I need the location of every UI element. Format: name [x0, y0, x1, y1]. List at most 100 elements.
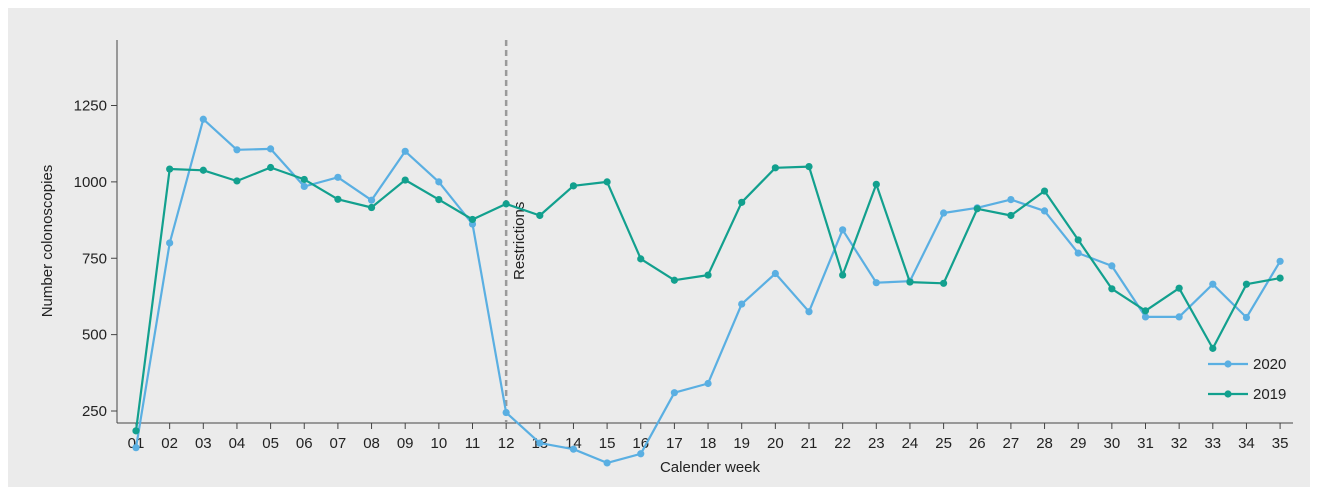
legend-swatch-point — [1224, 390, 1232, 398]
x-tick-label: 17 — [666, 435, 683, 452]
data-point-2020 — [401, 147, 409, 155]
data-point-2019 — [1242, 280, 1251, 288]
x-tick-label: 06 — [296, 435, 313, 452]
x-axis: 0102030405060708091011121314151617181920… — [117, 422, 1293, 452]
series-2019 — [132, 163, 1284, 435]
data-point-2020 — [435, 178, 443, 186]
data-point-2019 — [166, 165, 174, 173]
x-tick-label: 03 — [195, 435, 212, 452]
data-point-2019 — [132, 427, 140, 435]
data-point-2020 — [536, 439, 544, 447]
data-point-2020 — [1074, 249, 1082, 257]
data-point-2020 — [805, 308, 813, 316]
restrictions-label: Restrictions — [511, 202, 528, 280]
data-point-2019 — [603, 178, 611, 186]
data-point-2019 — [973, 205, 981, 213]
data-point-2019 — [805, 163, 813, 171]
legend-swatch-point — [1224, 360, 1232, 368]
data-point-2019 — [435, 195, 443, 204]
x-tick-label: 02 — [161, 435, 178, 452]
data-point-2019 — [367, 203, 376, 212]
x-tick-label: 11 — [465, 435, 481, 452]
data-point-2020 — [771, 269, 779, 278]
x-tick-label: 34 — [1238, 435, 1255, 452]
x-tick-label: 19 — [733, 435, 750, 452]
data-point-2019 — [1209, 344, 1217, 352]
x-tick-label: 05 — [262, 435, 279, 452]
data-point-2020 — [166, 239, 174, 247]
data-point-2019 — [738, 198, 746, 206]
data-point-2019 — [940, 279, 948, 287]
x-tick-label: 04 — [229, 435, 246, 452]
data-point-2019 — [872, 180, 880, 188]
data-point-2019 — [300, 175, 308, 184]
x-tick-label: 09 — [397, 435, 414, 452]
x-axis-title: Calender week — [660, 459, 761, 476]
data-point-2019 — [670, 276, 679, 284]
data-point-2020 — [670, 389, 679, 397]
data-point-2020 — [1141, 313, 1150, 321]
chart-figure: 250 500 750 1000 1250 01 02 03 04 05 06 07 08 09 10 11… — [8, 8, 1310, 487]
data-point-2020 — [502, 408, 510, 417]
x-tick-label: 07 — [330, 435, 347, 452]
data-point-2019 — [906, 278, 914, 286]
x-tick-label: 25 — [935, 435, 952, 452]
legend-item-2019: 2019 — [1208, 386, 1286, 403]
data-point-2019 — [267, 163, 275, 172]
data-point-2019 — [771, 164, 779, 172]
legend-label: 2020 — [1253, 356, 1286, 373]
data-point-2020 — [1276, 257, 1284, 265]
data-point-2020 — [334, 173, 342, 181]
x-tick-label: 22 — [834, 435, 851, 452]
y-tick-label: 250 — [82, 403, 107, 420]
x-tick-label: 12 — [498, 435, 515, 452]
data-point-2020 — [569, 445, 578, 453]
data-point-2019 — [1276, 274, 1284, 282]
data-point-2019 — [1040, 187, 1049, 195]
data-point-2020 — [1007, 195, 1015, 204]
x-tick-label: 10 — [431, 435, 448, 452]
data-point-2019 — [1074, 236, 1082, 244]
y-tick-label: 1000 — [74, 174, 107, 191]
data-point-2019 — [1141, 307, 1150, 315]
data-point-2019 — [536, 211, 544, 220]
data-point-2019 — [502, 200, 510, 208]
data-point-2020 — [367, 196, 376, 204]
data-point-2019 — [569, 182, 578, 190]
x-tick-label: 29 — [1070, 435, 1087, 452]
x-tick-label: 20 — [767, 435, 784, 452]
y-tick-label: 500 — [82, 327, 107, 344]
x-tick-label: 27 — [1003, 435, 1020, 452]
y-axis-title: Number colonoscopies — [39, 165, 56, 318]
x-tick-label: 08 — [363, 435, 380, 452]
data-point-2020 — [1209, 280, 1217, 288]
series-line-2020 — [134, 118, 1282, 464]
data-point-2019 — [839, 271, 847, 279]
data-point-2020 — [199, 115, 207, 123]
data-point-2020 — [872, 279, 880, 287]
data-point-2019 — [233, 177, 241, 185]
data-point-2020 — [704, 379, 712, 388]
data-point-2019 — [199, 166, 207, 174]
x-tick-label: 15 — [599, 435, 616, 452]
x-tick-label: 24 — [902, 435, 919, 452]
data-point-2019 — [637, 255, 645, 263]
x-tick-label: 21 — [801, 435, 818, 452]
data-point-2020 — [637, 450, 645, 458]
series-lines — [132, 115, 1284, 467]
x-tick-label: 31 — [1137, 435, 1154, 452]
restrictions-annotation: Restrictions — [504, 40, 528, 423]
x-tick-label: 32 — [1171, 435, 1188, 452]
data-point-2020 — [267, 145, 275, 153]
data-point-2020 — [1108, 262, 1116, 270]
y-tick-label: 1250 — [74, 98, 107, 115]
data-point-2020 — [1242, 313, 1251, 322]
data-point-2020 — [300, 182, 308, 191]
x-tick-label: 33 — [1204, 435, 1221, 452]
data-point-2020 — [940, 209, 948, 217]
y-axis: 250 500 750 1000 1250 — [74, 40, 118, 423]
data-point-2020 — [233, 146, 241, 154]
x-tick-label: 23 — [868, 435, 885, 452]
x-tick-label: 28 — [1036, 435, 1053, 452]
